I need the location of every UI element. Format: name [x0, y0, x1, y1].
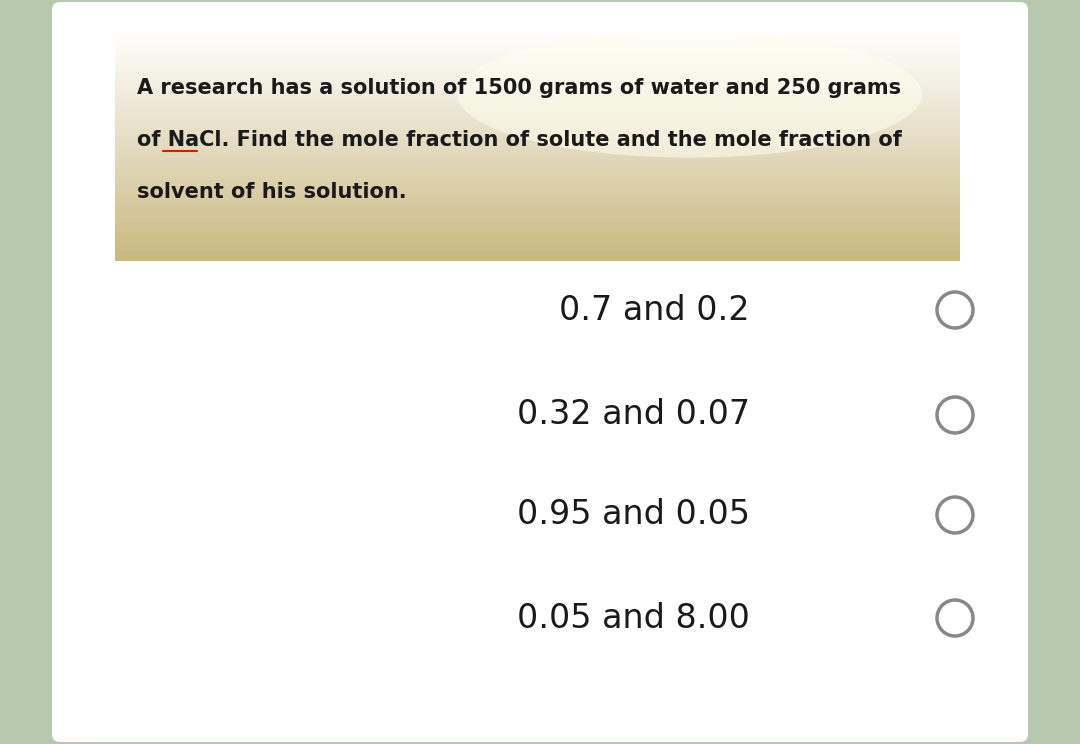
Bar: [114, 57, 960, 61]
Bar: [114, 111, 960, 115]
Bar: [114, 233, 960, 237]
Bar: [114, 83, 960, 88]
Bar: [114, 191, 960, 196]
Bar: [114, 252, 960, 257]
Bar: [114, 183, 960, 187]
Circle shape: [937, 497, 973, 533]
Bar: [114, 76, 960, 80]
Bar: [114, 42, 960, 46]
Bar: [114, 38, 960, 42]
Bar: [114, 229, 960, 234]
Text: of NaCl. Find the mole fraction of solute and the mole fraction of: of NaCl. Find the mole fraction of solut…: [137, 130, 902, 150]
Bar: [114, 115, 960, 118]
Bar: [114, 80, 960, 84]
Text: 0.32 and 0.07: 0.32 and 0.07: [517, 399, 750, 432]
Bar: [114, 214, 960, 218]
Bar: [114, 72, 960, 77]
Bar: [114, 61, 960, 65]
Bar: [114, 45, 960, 50]
Bar: [114, 225, 960, 230]
Bar: [114, 168, 960, 173]
Bar: [114, 245, 960, 249]
Bar: [114, 53, 960, 57]
Bar: [114, 199, 960, 203]
Bar: [114, 206, 960, 211]
Bar: [114, 145, 960, 150]
Bar: [114, 65, 960, 69]
Text: 0.7 and 0.2: 0.7 and 0.2: [559, 293, 750, 327]
Circle shape: [937, 397, 973, 433]
Bar: [114, 241, 960, 246]
Bar: [114, 49, 960, 54]
Text: A research has a solution of 1500 grams of water and 250 grams: A research has a solution of 1500 grams …: [137, 78, 901, 98]
Bar: [114, 141, 960, 146]
Circle shape: [937, 292, 973, 328]
FancyBboxPatch shape: [52, 2, 1028, 742]
Bar: [114, 92, 960, 96]
Bar: [114, 33, 960, 38]
Bar: [114, 161, 960, 164]
Bar: [114, 176, 960, 180]
Bar: [114, 237, 960, 241]
Ellipse shape: [457, 31, 922, 158]
Text: 0.95 and 0.05: 0.95 and 0.05: [517, 498, 750, 531]
Text: 0.05 and 8.00: 0.05 and 8.00: [517, 601, 750, 635]
Bar: [114, 122, 960, 126]
Bar: [114, 156, 960, 161]
Bar: [114, 172, 960, 176]
Bar: [114, 118, 960, 123]
Bar: [114, 149, 960, 153]
Bar: [114, 133, 960, 138]
Bar: [114, 99, 960, 103]
Bar: [114, 153, 960, 157]
Bar: [114, 248, 960, 253]
Bar: [114, 68, 960, 73]
Bar: [114, 202, 960, 207]
Bar: [114, 195, 960, 199]
Bar: [114, 88, 960, 92]
Bar: [114, 256, 960, 260]
Bar: [114, 95, 960, 100]
Bar: [114, 210, 960, 214]
Bar: [114, 106, 960, 111]
Bar: [114, 129, 960, 134]
Circle shape: [937, 600, 973, 636]
Bar: [114, 103, 960, 107]
Bar: [114, 164, 960, 168]
Bar: [114, 218, 960, 222]
Bar: [114, 187, 960, 191]
Bar: [114, 179, 960, 184]
Bar: [114, 126, 960, 130]
Bar: [114, 138, 960, 141]
Text: solvent of his solution.: solvent of his solution.: [137, 182, 407, 202]
Bar: [114, 222, 960, 226]
Bar: [114, 30, 960, 34]
